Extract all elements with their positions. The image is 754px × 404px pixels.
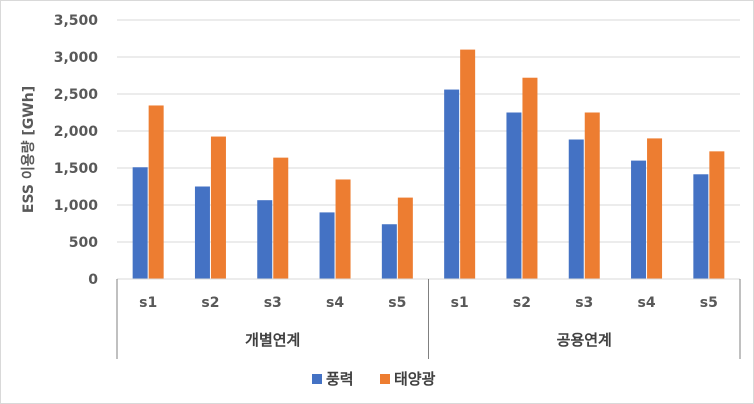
x-category-label: s5 [388,295,406,311]
x-category-label: s3 [264,295,282,311]
x-category-label: s1 [139,295,157,311]
bar-태양광-4 [335,179,351,279]
bar-태양광-5 [397,197,413,279]
bar-풍력-7 [506,112,522,279]
legend-label-태양광: 태양광 [394,370,436,388]
y-tick-label: 0 [88,272,98,288]
bar-풍력-5 [381,224,397,279]
legend-swatch-태양광 [380,374,390,384]
y-axis-title: ESS 이용량 [GWh] [20,86,37,213]
y-tick-label: 500 [69,235,98,251]
x-axis: s1 s2 s3 s4 s5 개별연계 s1 s2 s3 s4 s5 공용연계 [116,278,741,359]
y-tick-label: 1,500 [54,161,99,177]
bar-태양광-6 [460,49,476,279]
bar-태양광-7 [522,77,538,279]
bar-태양광-3 [273,157,289,279]
y-tick-label: 3,500 [54,13,99,29]
y-axis-ticks: 0 500 1,000 1,500 2,000 2,500 3,000 3,500 [54,13,99,288]
bars [132,49,725,279]
legend-swatch-풍력 [312,374,322,384]
bar-풍력-10 [693,174,709,279]
bar-풍력-4 [319,212,335,279]
bar-태양광-2 [210,136,226,279]
bar-태양광-1 [148,105,164,279]
bar-태양광-8 [584,112,600,279]
bar-풍력-1 [132,167,148,279]
bar-풍력-8 [568,139,584,279]
x-group-label: 개별연계 [245,331,300,349]
bar-풍력-2 [194,186,210,279]
gridlines [117,19,740,280]
x-category-label: s4 [638,295,656,311]
x-category-label: s5 [700,295,718,311]
bar-태양광-10 [709,151,725,279]
legend-label-풍력: 풍력 [326,370,354,388]
bar-풍력-3 [257,200,273,279]
bar-풍력-9 [631,160,647,279]
y-tick-label: 2,000 [54,124,99,140]
legend: 풍력 태양광 [312,370,436,388]
x-category-label: s3 [575,295,593,311]
x-group-label: 공용연계 [557,331,612,349]
bar-풍력-6 [444,89,460,279]
x-category-label: s1 [451,295,469,311]
bar-태양광-9 [647,138,663,279]
x-category-label: s2 [513,295,531,311]
y-tick-label: 3,000 [54,50,99,66]
x-category-label: s2 [201,295,219,311]
y-tick-label: 1,000 [54,198,99,214]
y-tick-label: 2,500 [54,87,99,103]
x-category-label: s4 [326,295,344,311]
